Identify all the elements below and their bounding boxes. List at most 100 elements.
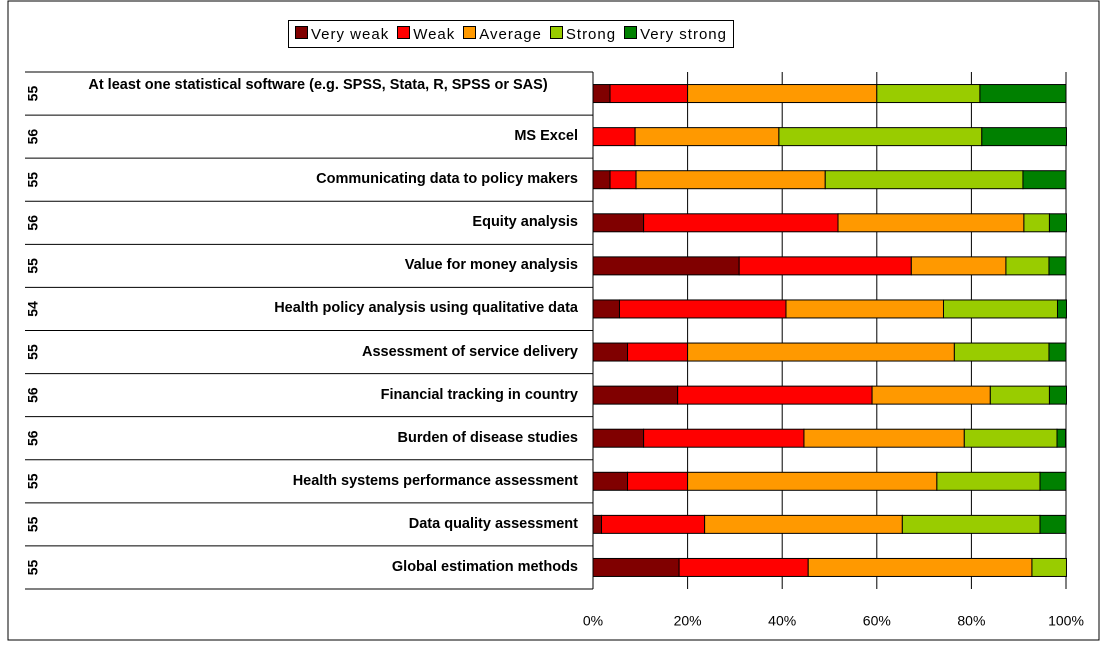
bar-segment bbox=[1048, 256, 1067, 276]
legend-swatch bbox=[295, 25, 308, 39]
bar-segment bbox=[687, 471, 938, 491]
legend-label: Strong bbox=[565, 25, 617, 43]
bar-segment bbox=[963, 428, 1058, 448]
bar-segment bbox=[592, 428, 645, 448]
bar-segment bbox=[592, 170, 611, 190]
bar-segment bbox=[1048, 342, 1067, 362]
bar-segment bbox=[592, 84, 611, 104]
x-tick-label: 80% bbox=[957, 613, 985, 629]
bar-segment bbox=[704, 514, 903, 534]
bar-segment bbox=[592, 557, 680, 577]
bar-segment bbox=[627, 342, 689, 362]
category-label: Value for money analysis bbox=[404, 257, 578, 274]
category-label: Equity analysis bbox=[472, 214, 578, 231]
category-label: Health policy analysis using qualitative… bbox=[274, 300, 578, 317]
bar-segment bbox=[910, 256, 1007, 276]
legend-label: Weak bbox=[413, 25, 456, 43]
category-label: Global estimation methods bbox=[391, 558, 578, 575]
legend: Very weak Weak Average Strong Very strong bbox=[288, 20, 734, 48]
bar-segment bbox=[871, 385, 991, 405]
bar-segment bbox=[618, 299, 787, 319]
bar-segment bbox=[1039, 514, 1067, 534]
x-tick-label: 60% bbox=[863, 613, 891, 629]
legend-label: Average bbox=[479, 25, 542, 43]
bar-segment bbox=[592, 127, 636, 147]
bar-segment bbox=[981, 127, 1067, 147]
legend-item: Weak bbox=[397, 25, 456, 43]
x-tick-label: 20% bbox=[674, 613, 702, 629]
category-label: At least one statistical software (e.g. … bbox=[88, 76, 548, 93]
bar-segment bbox=[592, 213, 645, 233]
n-label: 55 bbox=[25, 86, 41, 102]
bar-segment bbox=[643, 428, 805, 448]
legend-swatch bbox=[549, 25, 563, 39]
bar-segment bbox=[1023, 213, 1050, 233]
bar-segment bbox=[1005, 256, 1050, 276]
bar-segment bbox=[678, 557, 809, 577]
legend-item: Strong bbox=[549, 25, 617, 43]
bar-segment bbox=[627, 471, 689, 491]
bar-segment bbox=[592, 514, 603, 534]
bar-segment bbox=[601, 514, 706, 534]
category-label: Communicating data to policy makers bbox=[316, 171, 578, 188]
bar-segment bbox=[979, 84, 1067, 104]
bar-segment bbox=[592, 256, 740, 276]
bar-segment bbox=[803, 428, 965, 448]
bar-segment bbox=[609, 84, 689, 104]
bar-segment bbox=[901, 514, 1041, 534]
x-tick-label: 40% bbox=[768, 613, 796, 629]
bar-segment bbox=[643, 213, 839, 233]
bar-segment bbox=[807, 557, 1033, 577]
bar-segment bbox=[592, 385, 679, 405]
legend-swatch bbox=[463, 25, 477, 39]
category-label: MS Excel bbox=[514, 128, 578, 145]
x-tick-label: 0% bbox=[583, 613, 603, 629]
n-label: 55 bbox=[25, 559, 41, 575]
bar-segment bbox=[942, 299, 1058, 319]
n-label: 54 bbox=[25, 301, 41, 317]
n-label: 55 bbox=[25, 516, 41, 532]
bar-segment bbox=[1048, 385, 1067, 405]
category-label: Health systems performance assessment bbox=[292, 472, 578, 489]
bar-segment bbox=[1048, 213, 1067, 233]
bar-segment bbox=[634, 127, 780, 147]
bar-segment bbox=[876, 84, 981, 104]
bar-segment bbox=[738, 256, 912, 276]
n-label: 55 bbox=[25, 473, 41, 489]
frame bbox=[7, 0, 1100, 641]
bar-segment bbox=[785, 299, 944, 319]
bar-segment bbox=[824, 170, 1024, 190]
bar-segment bbox=[1039, 471, 1067, 491]
bar-segment bbox=[592, 342, 629, 362]
n-label: 55 bbox=[25, 258, 41, 274]
bar-segment bbox=[1022, 170, 1067, 190]
bar-segment bbox=[592, 471, 629, 491]
bar-segment bbox=[677, 385, 873, 405]
n-label: 55 bbox=[25, 172, 41, 188]
bar-segment bbox=[687, 342, 955, 362]
legend-swatch bbox=[624, 25, 638, 39]
bar-segment bbox=[1056, 299, 1067, 319]
legend-label: Very strong bbox=[640, 25, 727, 43]
n-label: 56 bbox=[25, 215, 41, 231]
category-label: Assessment of service delivery bbox=[361, 343, 578, 360]
category-label: Burden of disease studies bbox=[397, 429, 579, 446]
legend-label: Very weak bbox=[311, 25, 390, 43]
bar-segment bbox=[592, 299, 620, 319]
bar-segment bbox=[989, 385, 1050, 405]
n-label: 56 bbox=[25, 129, 41, 145]
bar-segment bbox=[1056, 428, 1067, 448]
bar-segment bbox=[778, 127, 983, 147]
legend-swatch bbox=[397, 25, 411, 39]
bar-segment bbox=[609, 170, 637, 190]
bar-segment bbox=[936, 471, 1041, 491]
category-label: Financial tracking in country bbox=[380, 386, 578, 403]
bar-segment bbox=[635, 170, 826, 190]
category-label: Data quality assessment bbox=[408, 515, 578, 532]
bar-segment bbox=[953, 342, 1050, 362]
legend-item: Very weak bbox=[295, 25, 390, 43]
n-label: 56 bbox=[25, 430, 41, 446]
bar-segment bbox=[687, 84, 878, 104]
